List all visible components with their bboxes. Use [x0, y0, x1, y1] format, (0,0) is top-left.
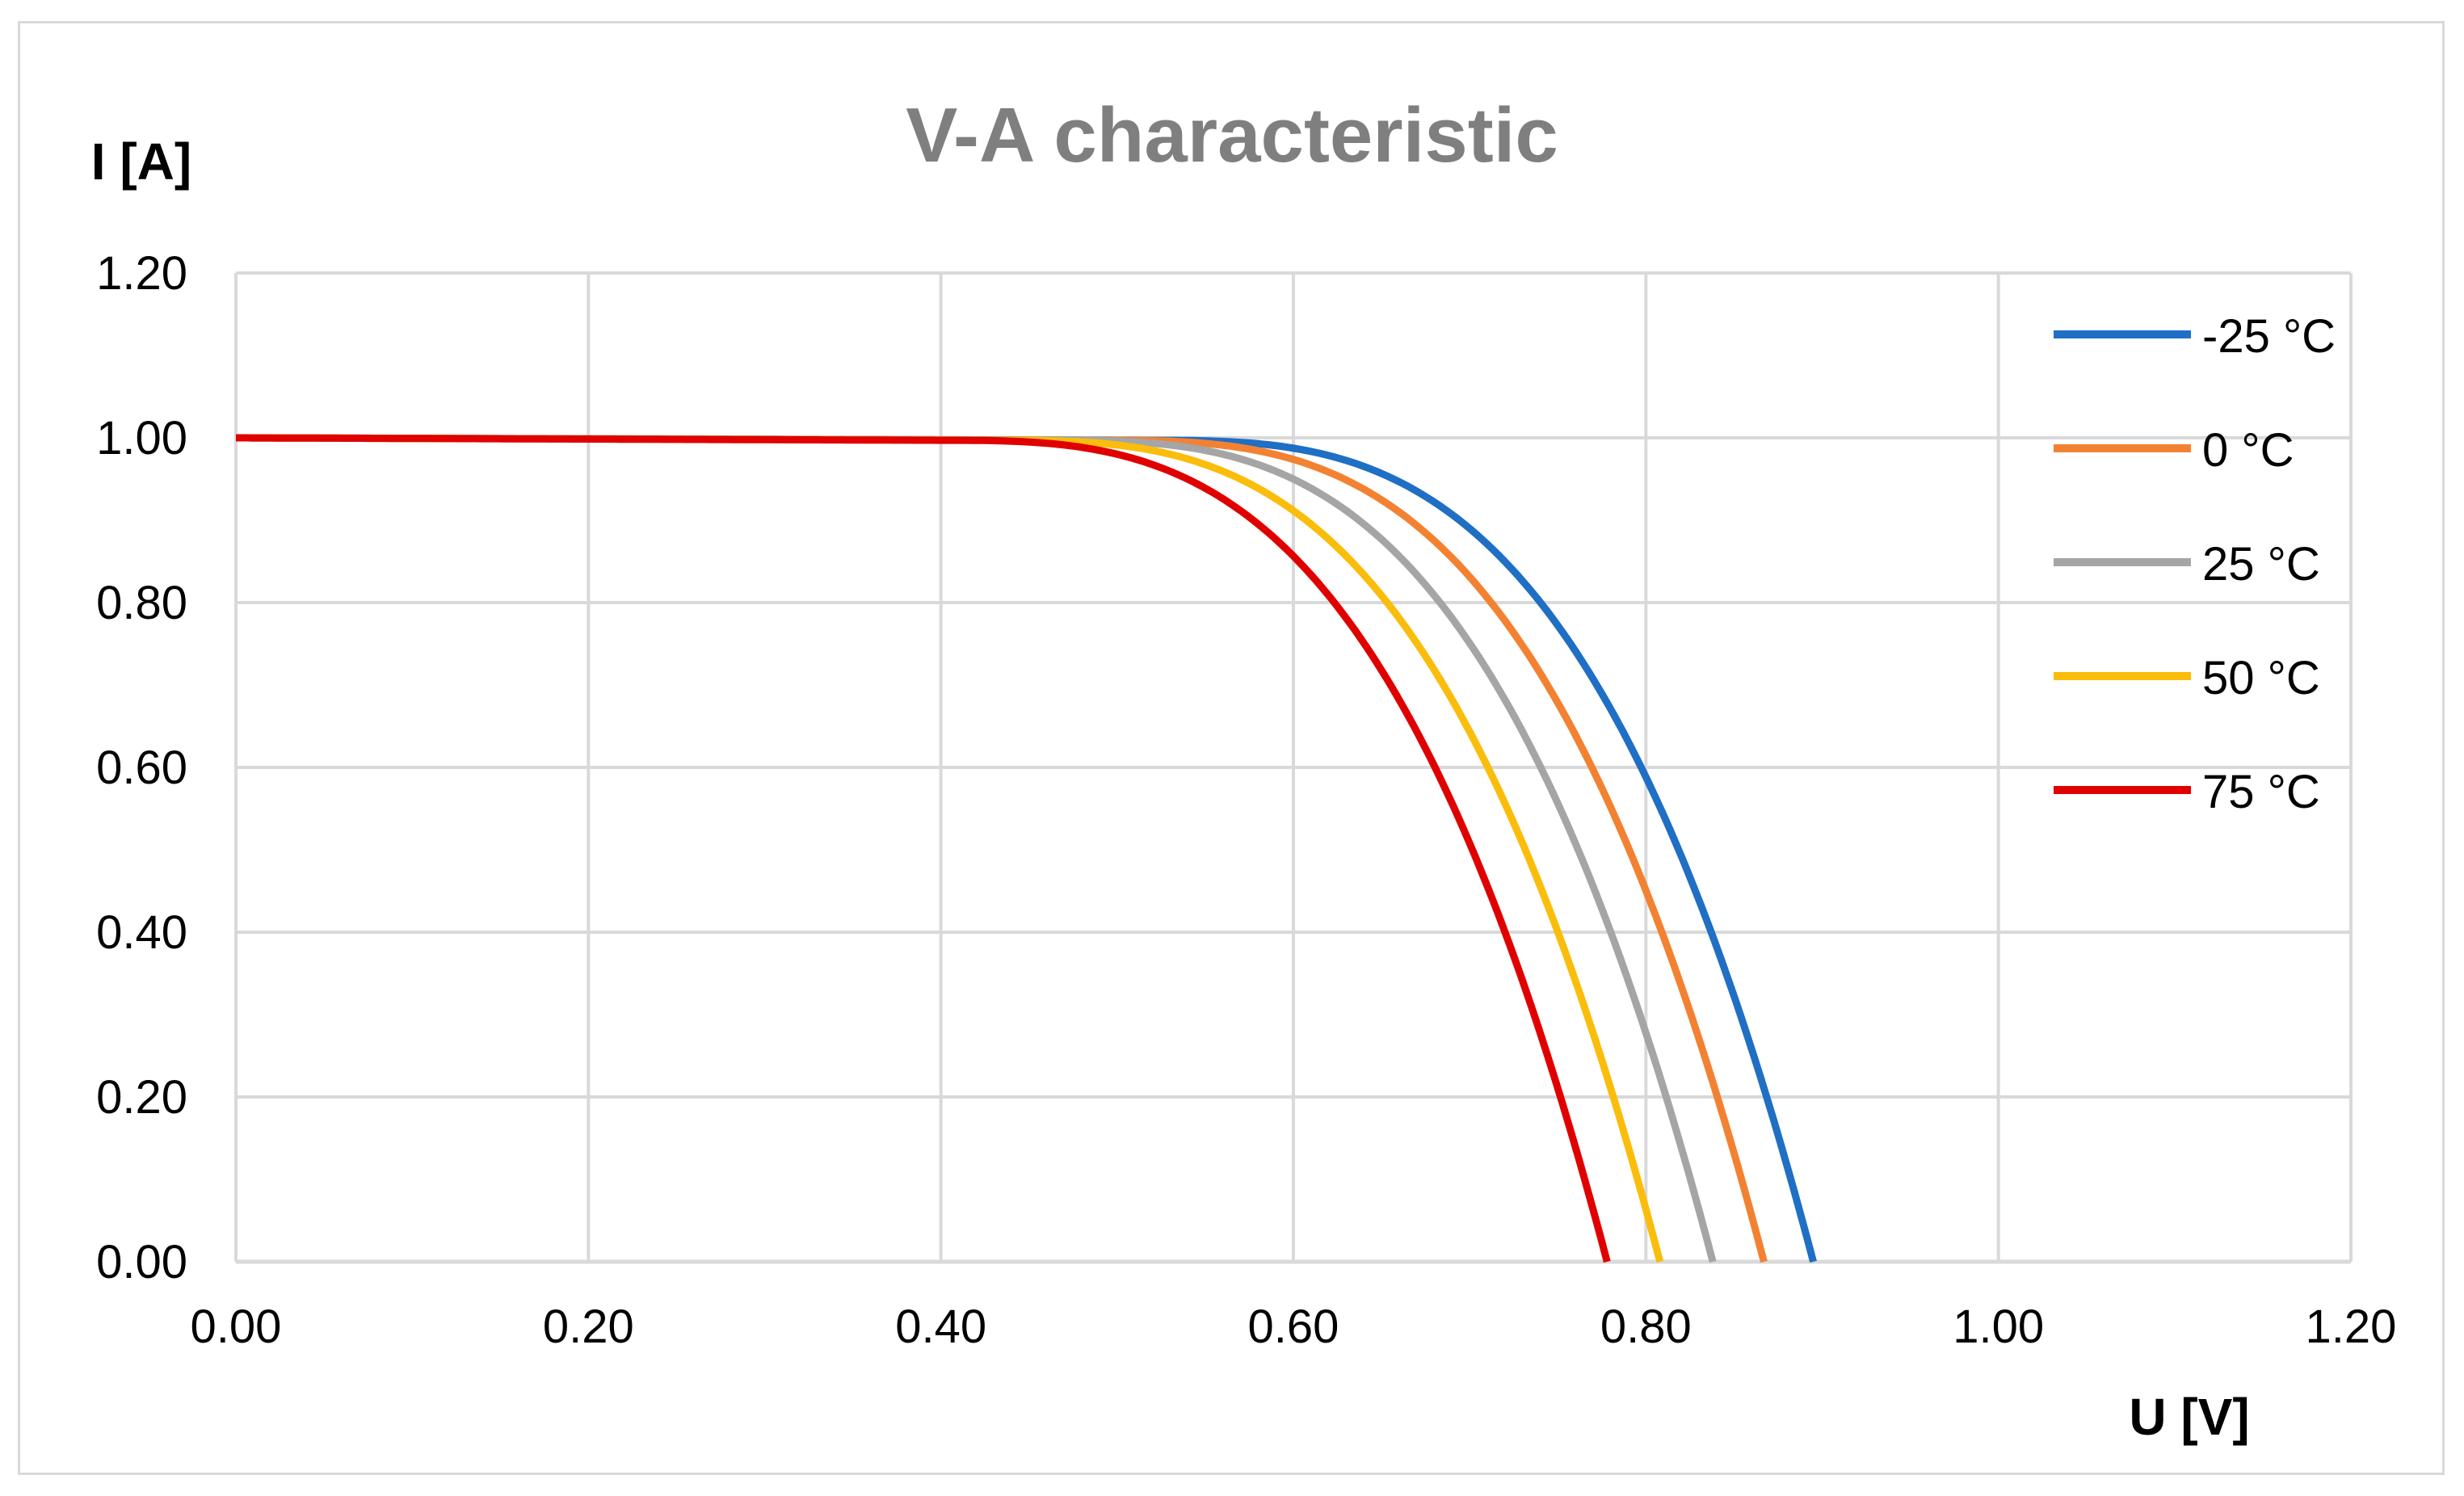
x-ticks: 0.00 0.20 0.40 0.60 0.80 1.00 1.20 — [191, 1301, 2397, 1353]
x-tick-label: 0.20 — [543, 1301, 634, 1353]
legend-label: 25 °C — [2202, 538, 2320, 590]
y-tick-label: 1.20 — [96, 247, 187, 300]
chart-title: V-A characteristic — [906, 92, 1558, 179]
x-tick-label: 0.00 — [191, 1301, 282, 1353]
series-line-25c — [236, 434, 1717, 1263]
y-tick-label: 0.80 — [96, 577, 187, 629]
legend-label: 75 °C — [2202, 766, 2320, 818]
y-axis-label: I [A] — [91, 132, 191, 191]
x-tick-label: 1.00 — [1953, 1301, 2044, 1353]
series-line-0c — [236, 434, 1768, 1263]
y-tick-label: 0.60 — [96, 742, 187, 794]
y-tick-label: 0.20 — [96, 1071, 187, 1124]
x-tick-label: 1.20 — [2306, 1301, 2397, 1353]
x-tick-label: 0.60 — [1248, 1301, 1339, 1353]
x-tick-label: 0.40 — [895, 1301, 986, 1353]
legend-label: -25 °C — [2202, 310, 2336, 363]
chart-frame — [18, 21, 2445, 1475]
legend-label: 0 °C — [2202, 424, 2294, 477]
y-tick-label: 0.40 — [96, 906, 187, 959]
y-tick-label: 1.00 — [96, 412, 187, 464]
series-line-50c — [236, 434, 1664, 1263]
series-lines — [236, 434, 1817, 1263]
x-axis-label: U [V] — [2129, 1388, 2249, 1446]
legend: -25 °C 0 °C 25 °C 50 °C 75 °C — [2054, 310, 2336, 818]
grid — [236, 271, 2353, 1262]
series-line-75c — [236, 434, 1611, 1263]
legend-label: 50 °C — [2202, 652, 2320, 704]
y-ticks: 0.00 0.20 0.40 0.60 0.80 1.00 1.20 — [96, 247, 187, 1288]
y-tick-label: 0.00 — [96, 1236, 187, 1288]
x-tick-label: 0.80 — [1600, 1301, 1692, 1353]
